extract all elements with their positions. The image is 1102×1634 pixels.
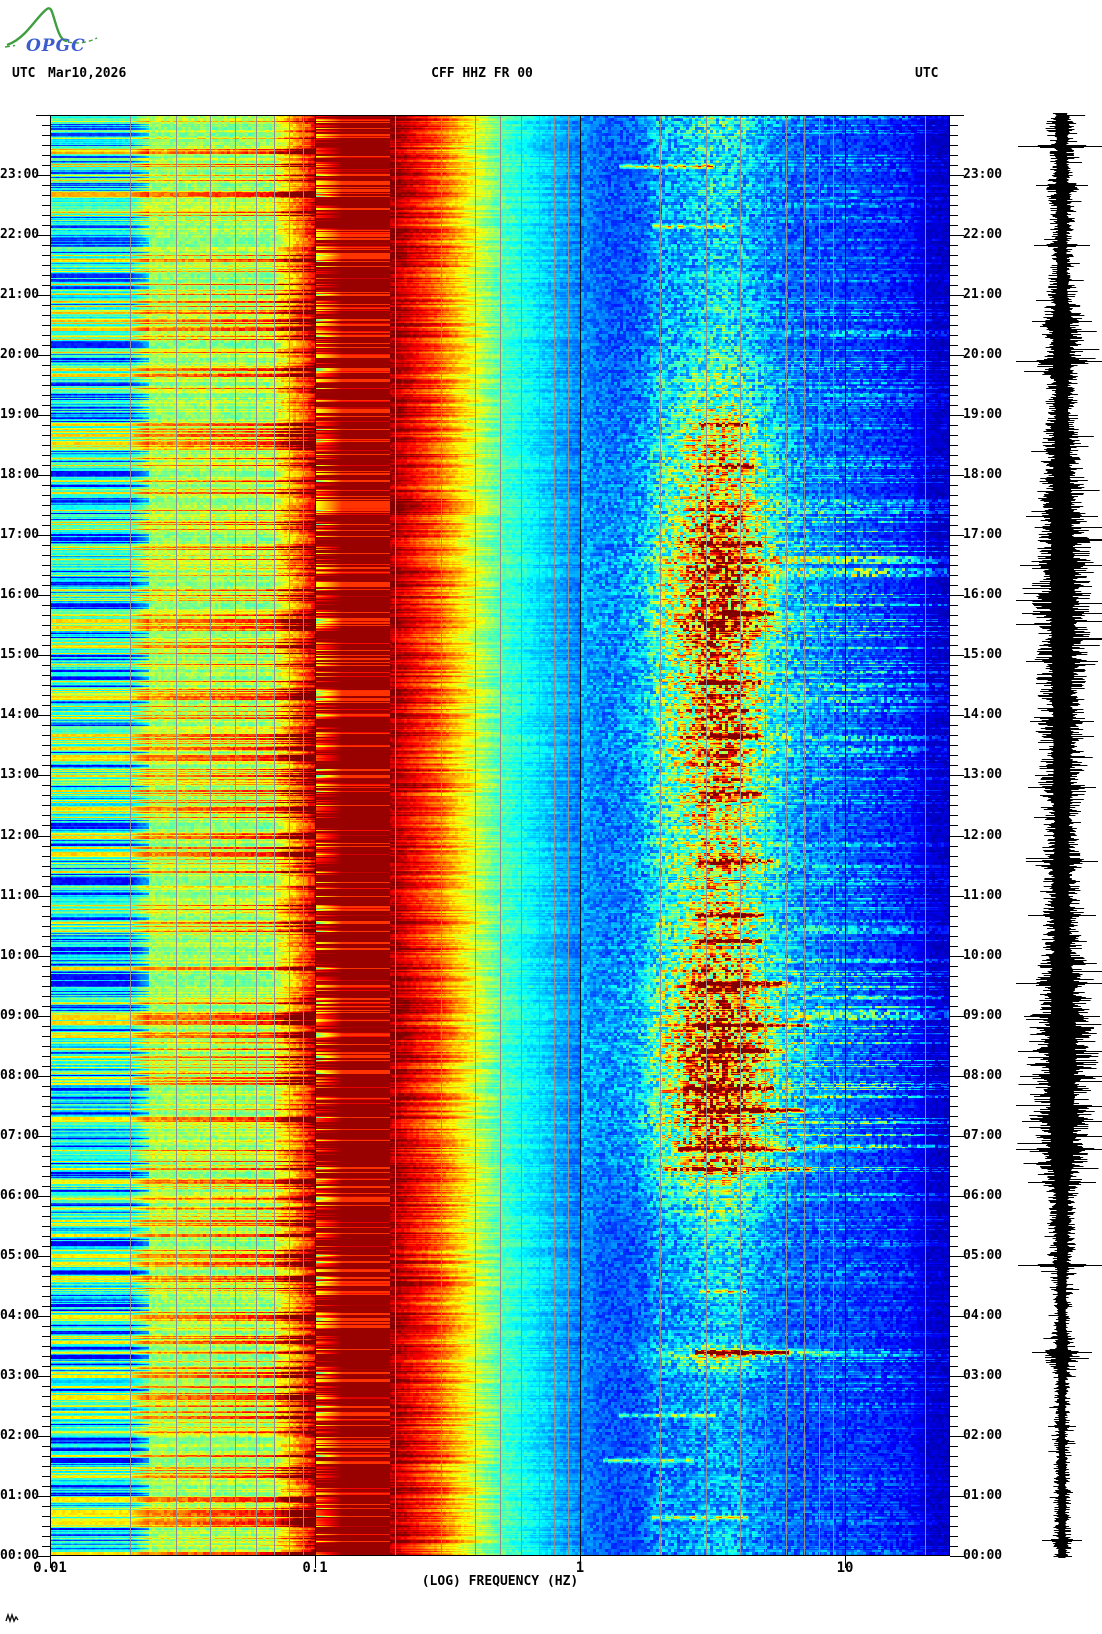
time-tick-label-left: 12:00 <box>0 828 40 843</box>
freq-tick-label: 0.1 <box>302 1560 328 1576</box>
time-tick-label-right: 20:00 <box>963 347 1003 362</box>
time-tick-label-left: 16:00 <box>0 587 40 602</box>
time-tick-label-right: 08:00 <box>963 1068 1003 1083</box>
time-tick-label-right: 22:00 <box>963 227 1003 242</box>
freq-axis-title: (LOG) FREQUENCY (HZ) <box>421 1574 579 1589</box>
time-tick-label-right: 10:00 <box>963 948 1003 963</box>
time-tick-label-left: 21:00 <box>0 287 40 302</box>
time-tick-label-right: 05:00 <box>963 1248 1003 1263</box>
time-tick-label-left: 22:00 <box>0 227 40 242</box>
corner-mark-icon <box>5 1612 19 1624</box>
time-tick-label-left: 19:00 <box>0 407 40 422</box>
time-tick-label-right: 18:00 <box>963 467 1003 482</box>
time-tick-label-left: 15:00 <box>0 647 40 662</box>
time-tick-label-left: 13:00 <box>0 767 40 782</box>
time-tick-label-left: 03:00 <box>0 1368 40 1383</box>
freq-tick-label: 10 <box>836 1560 854 1576</box>
time-tick-label-left: 08:00 <box>0 1068 40 1083</box>
time-tick-label-right: 15:00 <box>963 647 1003 662</box>
time-tick-label-right: 06:00 <box>963 1188 1003 1203</box>
time-tick-label-left: 17:00 <box>0 527 40 542</box>
time-tick-label-right: 09:00 <box>963 1008 1003 1023</box>
time-tick-label-left: 06:00 <box>0 1188 40 1203</box>
time-tick-label-right: 07:00 <box>963 1128 1003 1143</box>
time-tick-label-right: 03:00 <box>963 1368 1003 1383</box>
time-tick-label-left: 11:00 <box>0 888 40 903</box>
time-tick-label-right: 12:00 <box>963 828 1003 843</box>
time-tick-label-left: 18:00 <box>0 467 40 482</box>
time-tick-label-left: 23:00 <box>0 167 40 182</box>
freq-tick-label: 1 <box>575 1560 585 1576</box>
time-tick-label-left: 09:00 <box>0 1008 40 1023</box>
time-tick-label-left: 07:00 <box>0 1128 40 1143</box>
time-tick-label-left: 20:00 <box>0 347 40 362</box>
time-tick-label-right: 13:00 <box>963 767 1003 782</box>
time-tick-label-right: 17:00 <box>963 527 1003 542</box>
time-tick-label-right: 00:00 <box>963 1548 1003 1563</box>
time-tick-label-left: 01:00 <box>0 1488 40 1503</box>
time-tick-label-left: 02:00 <box>0 1428 40 1443</box>
time-tick-label-right: 11:00 <box>963 888 1003 903</box>
time-tick-label-right: 01:00 <box>963 1488 1003 1503</box>
time-tick-label-right: 14:00 <box>963 707 1003 722</box>
time-tick-label-left: 00:00 <box>0 1548 40 1563</box>
freq-tick-label: 0.01 <box>33 1560 67 1576</box>
time-tick-label-right: 02:00 <box>963 1428 1003 1443</box>
time-tick-label-left: 10:00 <box>0 948 40 963</box>
time-tick-label-right: 21:00 <box>963 287 1003 302</box>
time-tick-label-left: 04:00 <box>0 1308 40 1323</box>
time-tick-label-right: 19:00 <box>963 407 1003 422</box>
time-tick-label-right: 23:00 <box>963 167 1003 182</box>
time-tick-label-right: 16:00 <box>963 587 1003 602</box>
time-tick-label-left: 14:00 <box>0 707 40 722</box>
time-tick-label-left: 05:00 <box>0 1248 40 1263</box>
time-tick-label-right: 04:00 <box>963 1308 1003 1323</box>
